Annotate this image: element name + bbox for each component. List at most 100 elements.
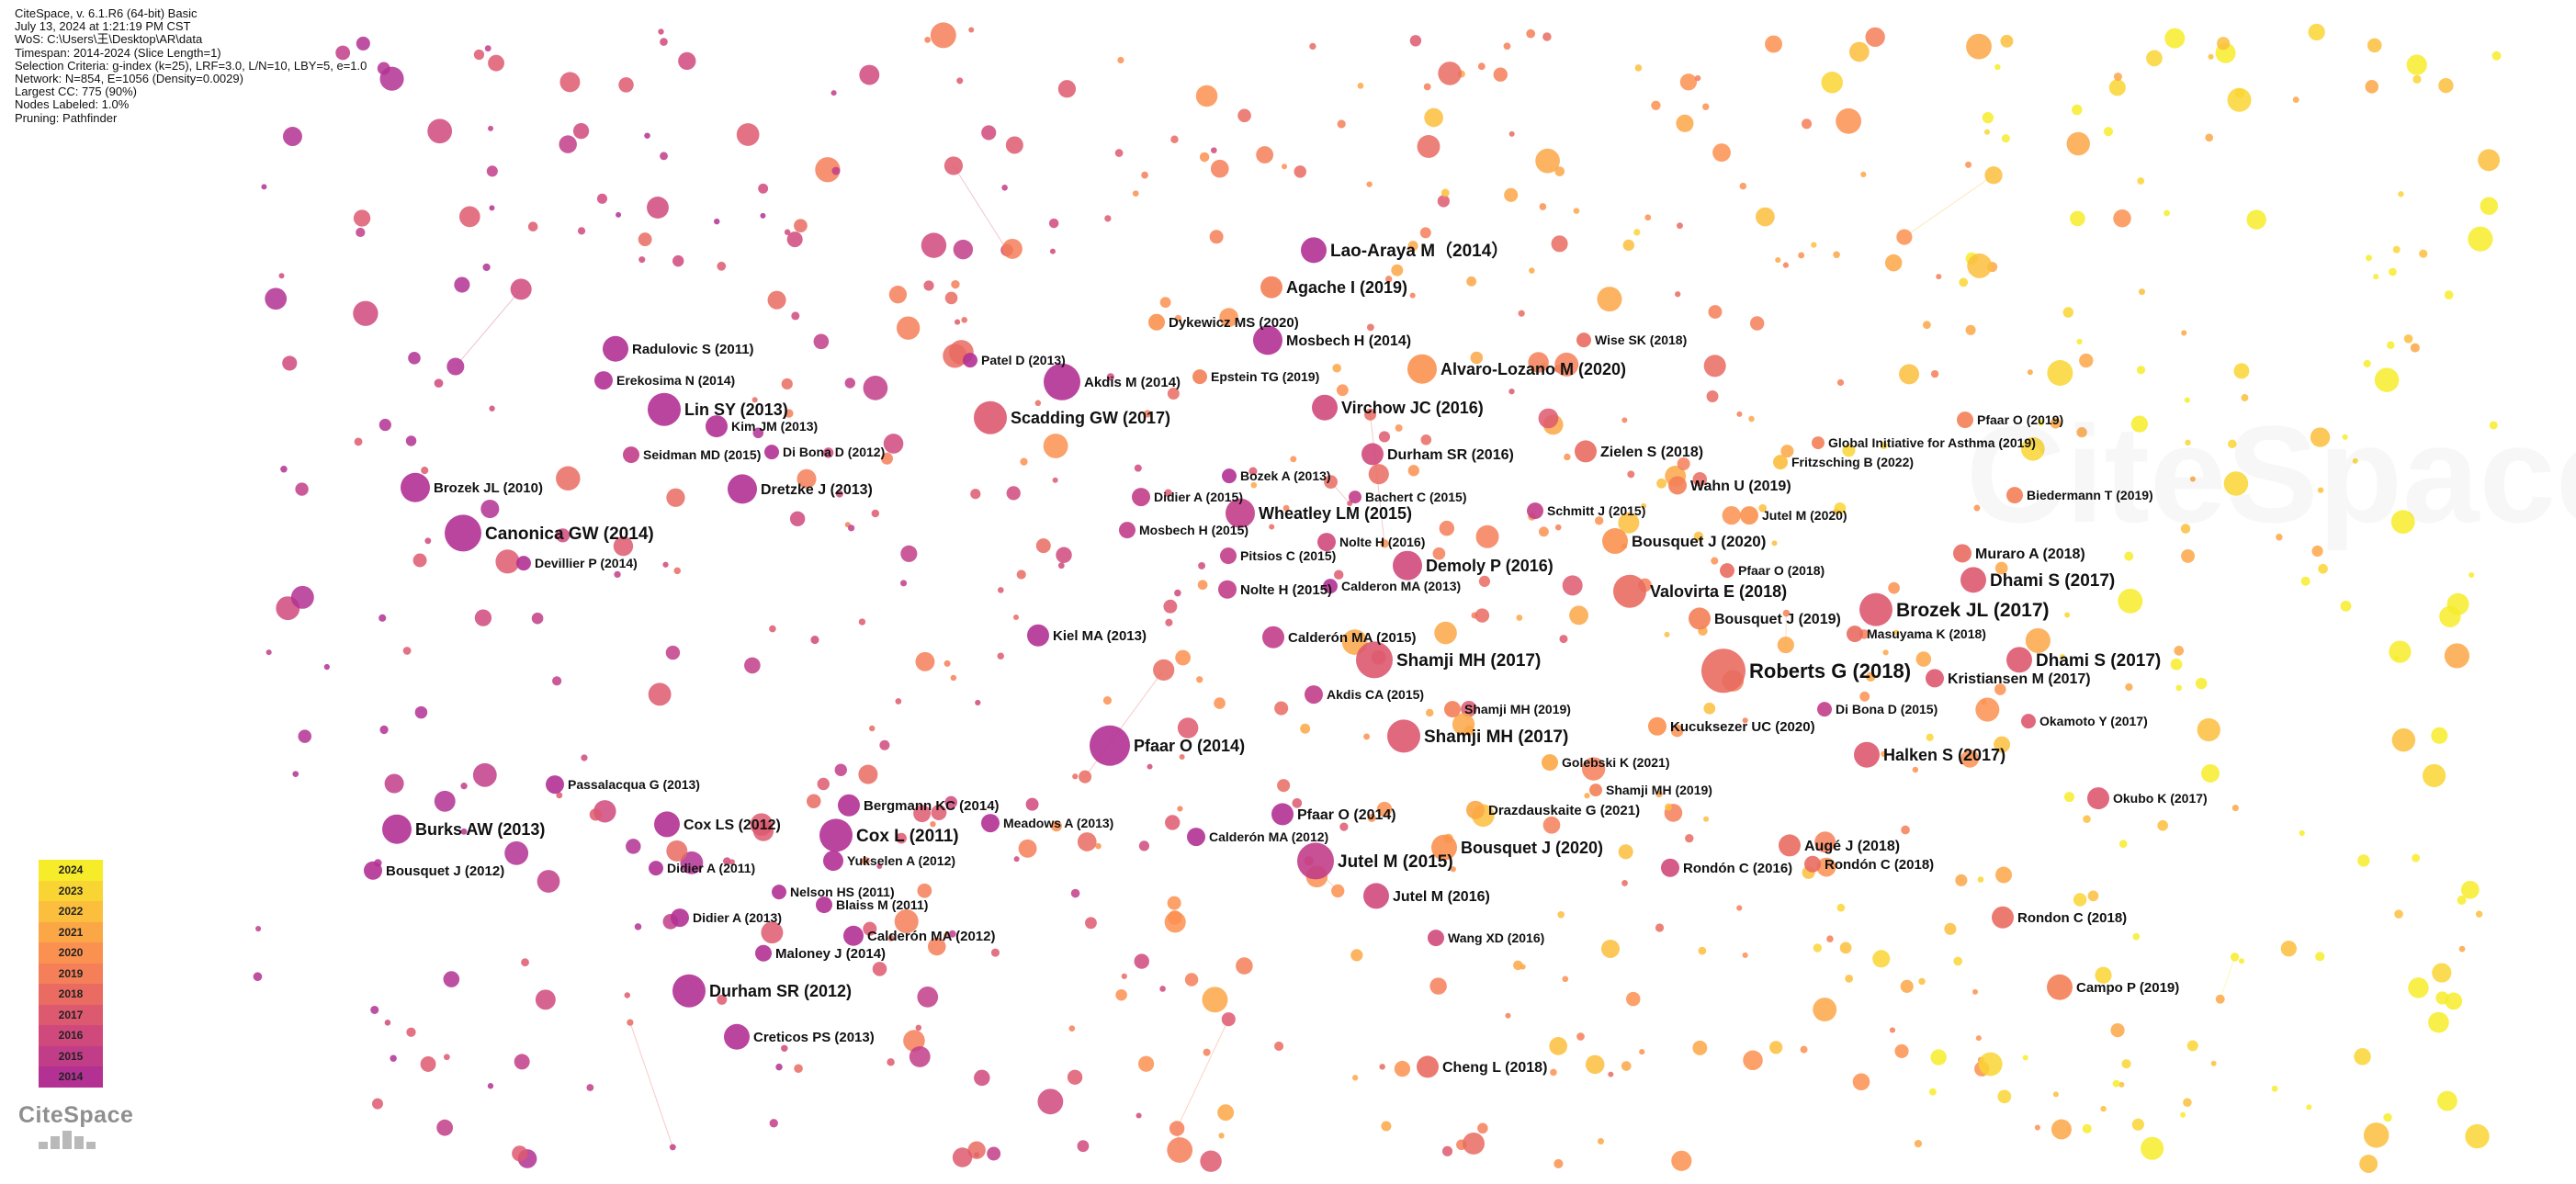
network-node [2352,457,2358,464]
network-node [775,1063,783,1071]
node-label: Kucuksezer UC (2020) [1670,719,1815,735]
network-node [1407,465,1419,477]
labeled-node [2006,487,2023,504]
labeled-node [1312,394,1338,421]
network-node [815,157,841,183]
network-node [835,490,843,498]
network-node [1351,1075,1359,1081]
network-node [1199,152,1210,163]
node-label: Global Initiative for Asthma (2019) [1828,435,2036,450]
network-node [736,123,760,146]
network-node [1475,524,1499,548]
network-node [1504,187,1519,202]
network-node [1703,702,1716,715]
labeled-node [1648,716,1666,736]
network-node [1833,251,1840,259]
network-node [378,418,391,432]
network-node [1711,557,1719,565]
network-node [1549,1037,1568,1055]
node-label: Burks AW (2013) [415,820,545,839]
network-node [1973,504,1981,512]
labeled-node [546,775,564,795]
network-node [1138,1055,1155,1072]
network-node [1756,207,1775,227]
network-node [909,1045,931,1067]
network-node [1995,866,2012,884]
network-node [917,883,932,898]
network-node [2025,627,2051,653]
network-node [531,612,544,625]
network-node [1209,230,1224,244]
network-node [2118,840,2128,849]
network-node [1237,108,1251,123]
network-node [1813,998,1837,1022]
node-label: Calderón MA (2012) [1209,829,1328,844]
network-node [794,219,808,233]
meta-date: July 13, 2024 at 1:21:19 PM CST [15,19,191,34]
meta-selection: Selection Criteria: g-index (k=25), LRF=… [15,58,367,73]
node-label: Meadows A (2013) [1003,816,1113,830]
network-node [1821,72,1843,94]
network-node [1037,1088,1064,1115]
network-node [1067,1069,1083,1085]
network-node [577,227,586,235]
network-node [1845,974,1854,983]
network-node [2363,1122,2390,1148]
network-node [784,229,791,236]
node-label: Cox L (2011) [856,827,959,846]
node-label: Wise SK (2018) [1595,333,1687,347]
network-node [1336,384,1349,397]
labeled-node [1297,842,1334,880]
labeled-node [1148,313,1165,331]
network-node [1324,475,1338,490]
network-node [1618,512,1640,534]
network-node [1478,575,1491,587]
network-node [2181,548,2195,563]
network-node [1656,478,1666,489]
network-node [1441,1145,1453,1156]
network-node [2063,792,2074,803]
labeled-node [772,885,786,900]
network-node [662,561,669,568]
network-node [1777,637,1794,654]
network-node [1219,308,1238,327]
network-node [408,351,421,365]
node-label: Patel D (2013) [981,353,1066,367]
labeled-node [1356,641,1393,679]
network-node [1309,42,1316,51]
network-node [1380,539,1389,548]
labeled-node [1260,276,1282,299]
node-label: Bousquet J (2012) [386,863,504,879]
network-node [1159,986,1166,992]
network-node [1542,32,1552,41]
network-node [1597,1138,1604,1145]
node-label: Nolte H (2015) [1240,582,1332,598]
network-node [1477,62,1486,71]
network-node [372,1098,383,1110]
network-node [1852,1073,1870,1091]
network-node [1339,822,1349,831]
network-node [1052,477,1058,483]
labeled-node [1957,412,1973,429]
node-label: Shamji MH (2019) [1464,702,1571,716]
network-node [2446,592,2469,615]
network-node [626,839,641,854]
network-node [1554,1158,1564,1168]
network-node [2087,890,2099,902]
labeled-node [516,556,531,571]
network-node [1882,649,1889,656]
network-node [1121,973,1127,979]
network-node [1983,129,1990,135]
network-node [1424,107,1443,128]
network-node [472,762,497,787]
network-node [495,549,520,574]
network-node [729,859,735,865]
labeled-node [1393,550,1422,581]
node-label: Dretzke J (2013) [761,482,873,498]
labeled-node [706,415,728,438]
network-node [887,1058,895,1066]
network-node [2052,1091,2059,1098]
network-node [665,645,681,660]
network-node [1538,526,1549,537]
network-node [1143,410,1152,418]
